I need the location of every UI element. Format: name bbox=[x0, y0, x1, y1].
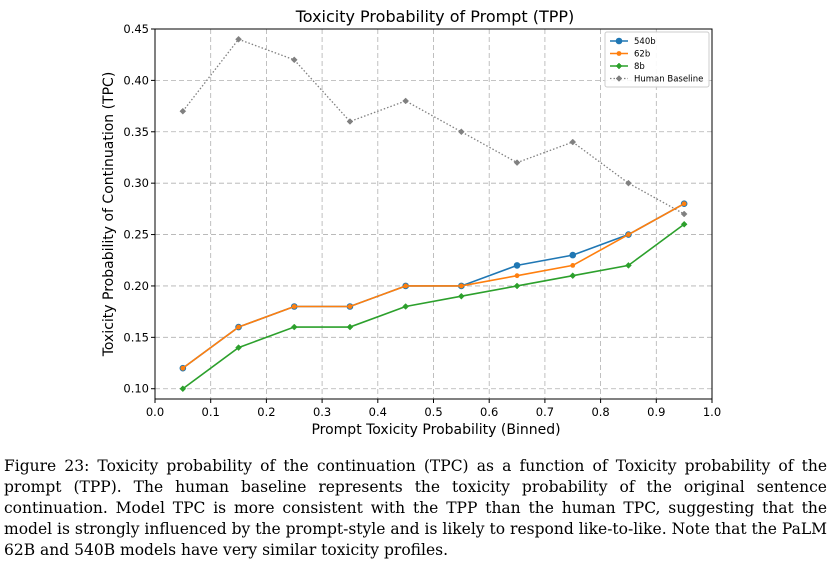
y-tick-label: 0.10 bbox=[123, 382, 149, 396]
data-point-62b bbox=[458, 283, 464, 289]
data-point-540b bbox=[569, 251, 577, 259]
series-8b bbox=[179, 220, 688, 393]
series-62b bbox=[180, 201, 687, 371]
data-point-human-baseline bbox=[569, 138, 577, 146]
legend-marker-540b bbox=[615, 37, 623, 45]
data-point-human-baseline bbox=[402, 97, 410, 105]
x-tick-label: 0.4 bbox=[369, 405, 387, 419]
data-point-8b bbox=[513, 282, 521, 290]
legend-marker-62b bbox=[616, 51, 622, 56]
data-point-8b bbox=[625, 262, 632, 269]
data-point-62b bbox=[347, 304, 353, 309]
legend-box bbox=[604, 31, 710, 88]
x-tick-label: 1.0 bbox=[703, 405, 721, 419]
series-line-8b bbox=[182, 223, 685, 390]
y-tick-label: 0.30 bbox=[123, 176, 149, 190]
x-tick-label: 0.9 bbox=[647, 405, 665, 419]
data-point-62b bbox=[681, 201, 687, 207]
series-layer bbox=[179, 35, 688, 393]
data-point-62b bbox=[626, 232, 631, 237]
y-tick-label: 0.20 bbox=[123, 279, 149, 293]
y-tick-label: 0.35 bbox=[123, 125, 149, 139]
data-point-62b bbox=[180, 365, 186, 371]
series-line-62b bbox=[182, 203, 685, 369]
legend-marker-8b bbox=[615, 62, 623, 70]
figure-caption: Figure 23: Toxicity probability of the c… bbox=[4, 457, 827, 559]
legend-label-human-baseline: Human Baseline bbox=[634, 75, 703, 85]
data-point-8b bbox=[346, 323, 354, 331]
y-tick-label: 0.25 bbox=[123, 228, 149, 242]
data-point-8b bbox=[402, 303, 410, 310]
data-point-62b bbox=[403, 283, 409, 289]
data-point-62b bbox=[291, 304, 297, 309]
x-tick-label: 0.7 bbox=[536, 405, 554, 419]
data-point-human-baseline bbox=[513, 159, 521, 166]
x-tick-label: 0.2 bbox=[257, 405, 275, 419]
x-tick-label: 0.5 bbox=[424, 405, 442, 419]
data-point-8b bbox=[569, 272, 577, 280]
legend-label-8b: 8b bbox=[634, 62, 645, 72]
x-tick-label: 0.8 bbox=[591, 405, 609, 419]
data-point-8b bbox=[179, 385, 187, 393]
data-point-62b bbox=[570, 262, 576, 268]
data-point-human-baseline bbox=[680, 210, 688, 218]
x-axis-label: Prompt Toxicity Probability (Binned) bbox=[311, 422, 560, 438]
data-point-8b bbox=[457, 292, 465, 300]
data-point-62b bbox=[514, 273, 520, 279]
data-point-human-baseline bbox=[235, 35, 242, 43]
data-point-8b bbox=[290, 323, 298, 331]
data-point-8b bbox=[235, 344, 242, 351]
data-point-human-baseline bbox=[346, 118, 354, 125]
x-tick-label: 0.1 bbox=[202, 405, 220, 419]
data-point-540b bbox=[513, 262, 521, 269]
chart-title: Toxicity Probability of Prompt (TPP) bbox=[295, 7, 575, 26]
data-point-human-baseline bbox=[179, 107, 187, 115]
series-human-baseline bbox=[179, 35, 688, 218]
data-point-8b bbox=[680, 220, 688, 228]
legend-label-62b: 62b bbox=[634, 50, 650, 60]
data-point-human-baseline bbox=[290, 56, 298, 64]
y-axis-label: Toxicity Probability of Continuation (TP… bbox=[101, 72, 117, 358]
legend-marker-human-baseline bbox=[615, 75, 623, 82]
y-tick-label: 0.45 bbox=[123, 22, 149, 36]
legend: 540b 62b 8b Human Baseline bbox=[604, 31, 710, 88]
y-axis: 0.10 0.15 0.20 0.25 0.30 0.35 0.40 0.45 bbox=[123, 22, 155, 396]
y-tick-label: 0.40 bbox=[123, 73, 149, 87]
data-point-human-baseline bbox=[457, 128, 465, 136]
x-tick-label: 0.0 bbox=[146, 405, 164, 419]
x-tick-label: 0.6 bbox=[480, 405, 498, 419]
x-tick-label: 0.3 bbox=[313, 405, 331, 419]
x-axis: 0.0 0.1 0.2 0.3 0.4 0.5 0.6 0.7 0.8 0.9 1.0 bbox=[146, 399, 721, 419]
toxicity-chart: Toxicity Probability of Prompt (TPP) 0.0… bbox=[101, 7, 721, 438]
data-point-62b bbox=[236, 324, 241, 330]
legend-label-540b: 540b bbox=[634, 37, 656, 47]
data-point-human-baseline bbox=[625, 179, 632, 187]
y-tick-label: 0.15 bbox=[123, 330, 149, 344]
